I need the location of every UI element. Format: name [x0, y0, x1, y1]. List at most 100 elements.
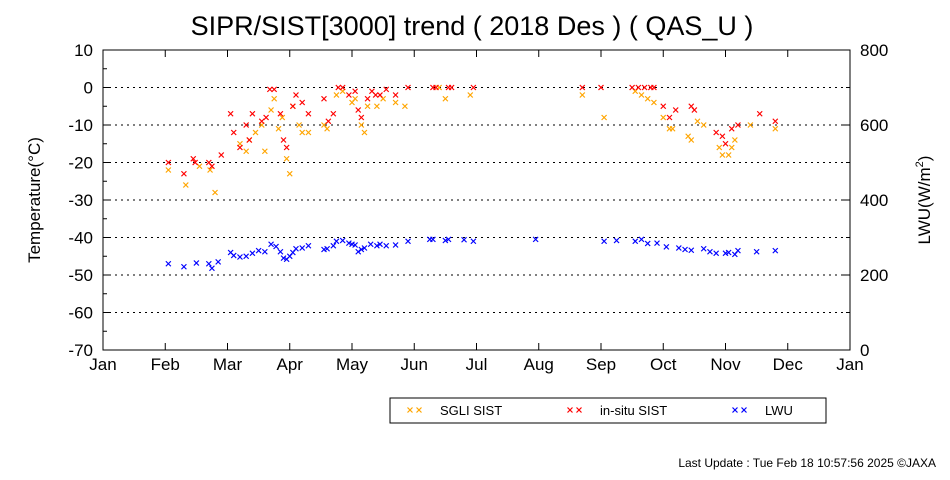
point-lwu: [430, 236, 436, 243]
point-sgli-sist: [731, 137, 738, 143]
point-in-situ-sist: [377, 92, 383, 98]
y-tick-label: -10: [68, 116, 93, 135]
x-tick-label: Jan: [836, 355, 863, 374]
point-lwu: [405, 238, 411, 245]
point-in-situ-sist: [352, 88, 359, 95]
point-in-situ-sist: [192, 159, 199, 166]
legend-label: in-situ SIST: [600, 403, 667, 418]
point-sgli-sist: [747, 122, 754, 128]
point-sgli-sist: [725, 152, 732, 158]
point-in-situ-sist: [358, 114, 365, 121]
point-in-situ-sist: [249, 110, 256, 117]
point-lwu: [205, 260, 212, 267]
point-lwu: [753, 248, 760, 255]
point-lwu: [707, 248, 713, 255]
point-sgli-sist: [207, 167, 213, 173]
point-in-situ-sist: [237, 144, 243, 151]
point-in-situ-sist: [345, 92, 352, 98]
x-tick-label: Apr: [277, 355, 304, 374]
point-sgli-sist: [333, 92, 340, 98]
point-in-situ-sist: [728, 125, 735, 132]
point-sgli-sist: [299, 129, 306, 136]
legend: SGLI SIST in-situ SIST LWU: [389, 397, 827, 424]
point-lwu: [215, 258, 222, 265]
legend-box: [389, 397, 827, 424]
point-sgli-sist: [601, 114, 608, 121]
point-sgli-sist: [650, 99, 657, 106]
point-in-situ-sist: [321, 95, 327, 102]
legend-item-sgli-sist: SGLI SIST: [407, 403, 502, 418]
point-sgli-sist: [716, 144, 723, 151]
x-tick-label: Feb: [151, 355, 180, 374]
point-in-situ-sist: [660, 103, 667, 110]
legend-item-in-situ-sist: in-situ SIST: [567, 403, 667, 418]
point-sgli-sist: [305, 129, 312, 136]
point-lwu: [330, 242, 337, 249]
point-sgli-sist: [700, 122, 707, 128]
point-lwu: [682, 246, 688, 253]
point-sgli-sist: [279, 114, 286, 121]
trend-chart: SIPR/SIST[3000] trend ( 2018 Des ) ( QAS…: [25, 11, 934, 424]
point-in-situ-sist: [635, 84, 642, 91]
point-lwu: [445, 236, 452, 243]
point-in-situ-sist: [263, 114, 270, 121]
point-lwu: [735, 247, 741, 254]
point-in-situ-sist: [772, 118, 779, 125]
point-in-situ-sist: [289, 103, 296, 110]
point-sgli-sist: [261, 148, 268, 155]
point-lwu: [339, 237, 346, 244]
y-tick-label: 0: [84, 79, 93, 98]
point-in-situ-sist: [433, 84, 439, 91]
y-tick-label: -30: [68, 191, 93, 210]
legend-marker: [576, 407, 582, 413]
point-lwu: [663, 243, 670, 250]
x-tick-label: Sep: [586, 355, 616, 374]
point-lwu: [181, 263, 187, 270]
point-lwu: [601, 238, 608, 245]
point-in-situ-sist: [641, 84, 648, 91]
legend-label: LWU: [765, 403, 793, 418]
point-in-situ-sist: [579, 84, 586, 91]
y2-tick-label: 600: [860, 116, 888, 135]
point-lwu: [261, 248, 268, 255]
point-in-situ-sist: [325, 118, 332, 125]
point-sgli-sist: [401, 103, 408, 110]
legend-marker: [407, 407, 413, 413]
point-sgli-sist: [728, 144, 735, 151]
y2-axis-label-prefix: LWU(W/m: [915, 167, 934, 244]
point-lwu: [299, 245, 306, 251]
point-lwu: [725, 249, 732, 256]
y-tick-label: -60: [68, 304, 93, 323]
x-tick-label: Jan: [89, 355, 116, 374]
point-sgli-sist: [719, 152, 726, 158]
point-lwu: [373, 242, 380, 249]
point-in-situ-sist: [383, 86, 390, 93]
point-lwu: [255, 247, 262, 254]
point-in-situ-sist: [719, 133, 726, 140]
point-in-situ-sist: [335, 84, 342, 91]
point-sgli-sist: [275, 125, 282, 132]
point-in-situ-sist: [355, 107, 362, 113]
point-sgli-sist: [324, 125, 331, 132]
point-in-situ-sist: [470, 84, 477, 91]
point-in-situ-sist: [181, 170, 187, 177]
point-sgli-sist: [694, 118, 701, 125]
point-sgli-sist: [364, 103, 371, 110]
point-lwu: [713, 250, 720, 257]
point-sgli-sist: [352, 95, 359, 102]
point-sgli-sist: [358, 122, 365, 128]
chart-title: SIPR/SIST[3000] trend ( 2018 Des ) ( QAS…: [191, 11, 754, 41]
point-lwu: [230, 252, 237, 259]
point-sgli-sist: [361, 129, 368, 136]
last-update-text: Last Update : Tue Feb 18 10:57:56 2025 ©…: [678, 456, 936, 470]
point-lwu: [688, 247, 695, 254]
x-tick-label: Nov: [710, 355, 741, 374]
point-in-situ-sist: [372, 92, 379, 98]
point-lwu: [613, 237, 620, 244]
point-lwu: [273, 243, 279, 250]
point-in-situ-sist: [650, 84, 657, 91]
point-lwu: [165, 260, 172, 267]
point-sgli-sist: [165, 167, 172, 173]
point-sgli-sist: [286, 170, 293, 177]
y2-tick-label: 800: [860, 41, 888, 60]
